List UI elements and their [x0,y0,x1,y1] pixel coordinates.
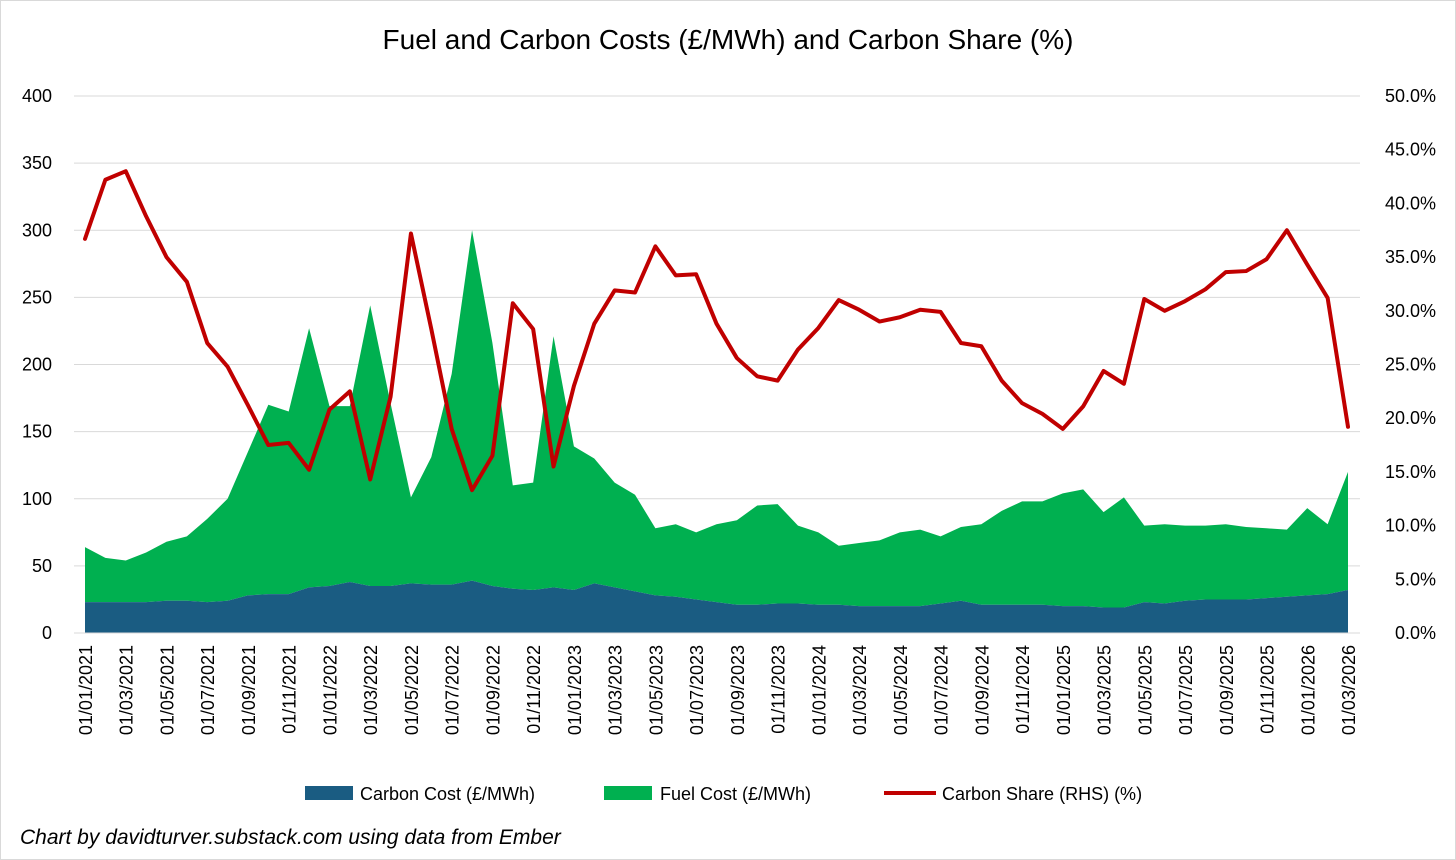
x-tick-label: 01/01/2026 [1298,645,1318,735]
y2-tick-label: 15.0% [1385,462,1436,482]
x-tick-label: 01/11/2025 [1258,645,1278,734]
x-tick-label: 01/07/2024 [932,645,952,735]
x-tick-label: 01/01/2022 [320,645,340,735]
y2-tick-label: 30.0% [1385,301,1436,321]
carbon-cost-area [85,580,1348,633]
x-tick-label: 01/11/2024 [1013,645,1033,734]
x-tick-label: 01/05/2024 [891,645,911,735]
y2-tick-label: 25.0% [1385,355,1436,375]
y-tick-label: 150 [22,422,52,442]
chart-title: Fuel and Carbon Costs (£/MWh) and Carbon… [382,24,1074,55]
axes: 0 50 100 150 200 250 300 350 400 0.0% 5.0% 10.0% 15.… [22,86,1436,735]
x-tick-label: 01/05/2025 [1135,645,1155,735]
y2-tick-label: 45.0% [1385,140,1436,160]
x-tick-label: 01/07/2023 [687,645,707,735]
area-series [85,230,1348,633]
legend-label: Carbon Cost (£/MWh) [360,784,535,804]
x-tick-label: 01/05/2023 [646,645,666,735]
carbon-share-line [83,169,1350,493]
source-note: Chart by davidturver.substack.com using … [20,826,561,849]
x-tick-label: 01/09/2022 [483,645,503,735]
y2-tick-label: 50.0% [1385,86,1436,106]
x-tick-label: 01/09/2021 [239,645,259,735]
x-tick-label: 01/01/2023 [565,645,585,735]
x-tick-label: 01/07/2025 [1176,645,1196,735]
x-tick-label: 01/07/2022 [443,645,463,735]
x-tick-label: 01/09/2024 [972,645,992,735]
x-tick-label: 01/05/2021 [157,645,177,735]
x-tick-label: 01/03/2021 [117,645,137,735]
legend-swatch [305,786,353,800]
y-tick-label: 250 [22,287,52,307]
y-tick-label: 0 [42,623,52,643]
legend-swatch [604,786,652,800]
x-tick-label: 01/03/2026 [1339,645,1359,735]
x-tick-label: 01/01/2024 [809,645,829,735]
x-tick-label: 01/09/2025 [1217,645,1237,735]
y-tick-label: 100 [22,489,52,509]
y-tick-label: 200 [22,355,52,375]
y2-tick-label: 5.0% [1395,569,1436,589]
y2-tick-label: 10.0% [1385,516,1436,536]
x-tick-label: 01/07/2021 [198,645,218,735]
legend: Carbon Cost (£/MWh) Fuel Cost (£/MWh) Carb… [305,784,1142,804]
y2-tick-label: 0.0% [1395,623,1436,643]
x-tick-label: 01/03/2024 [850,645,870,735]
y2-tick-label: 35.0% [1385,247,1436,267]
x-tick-label: 01/11/2022 [524,645,544,734]
y-tick-label: 400 [22,86,52,106]
x-tick-label: 01/11/2021 [280,645,300,734]
x-tick-label: 01/01/2021 [76,645,96,735]
x-tick-label: 01/09/2023 [728,645,748,735]
y-tick-label: 50 [32,556,52,576]
legend-label: Carbon Share (RHS) (%) [942,784,1142,804]
line-series [83,169,1350,493]
x-tick-label: 01/03/2025 [1095,645,1115,735]
x-tick-label: 01/03/2022 [361,645,381,735]
y-tick-label: 300 [22,220,52,240]
y-tick-label: 350 [22,153,52,173]
legend-label: Fuel Cost (£/MWh) [660,784,811,804]
x-tick-label: 01/03/2023 [606,645,626,735]
x-tick-label: 01/11/2023 [769,645,789,734]
x-tick-label: 01/01/2025 [1054,645,1074,735]
x-tick-label: 01/05/2022 [402,645,422,735]
fuel-cost-area [85,230,1348,608]
y2-tick-label: 20.0% [1385,408,1436,428]
y2-tick-label: 40.0% [1385,193,1436,213]
